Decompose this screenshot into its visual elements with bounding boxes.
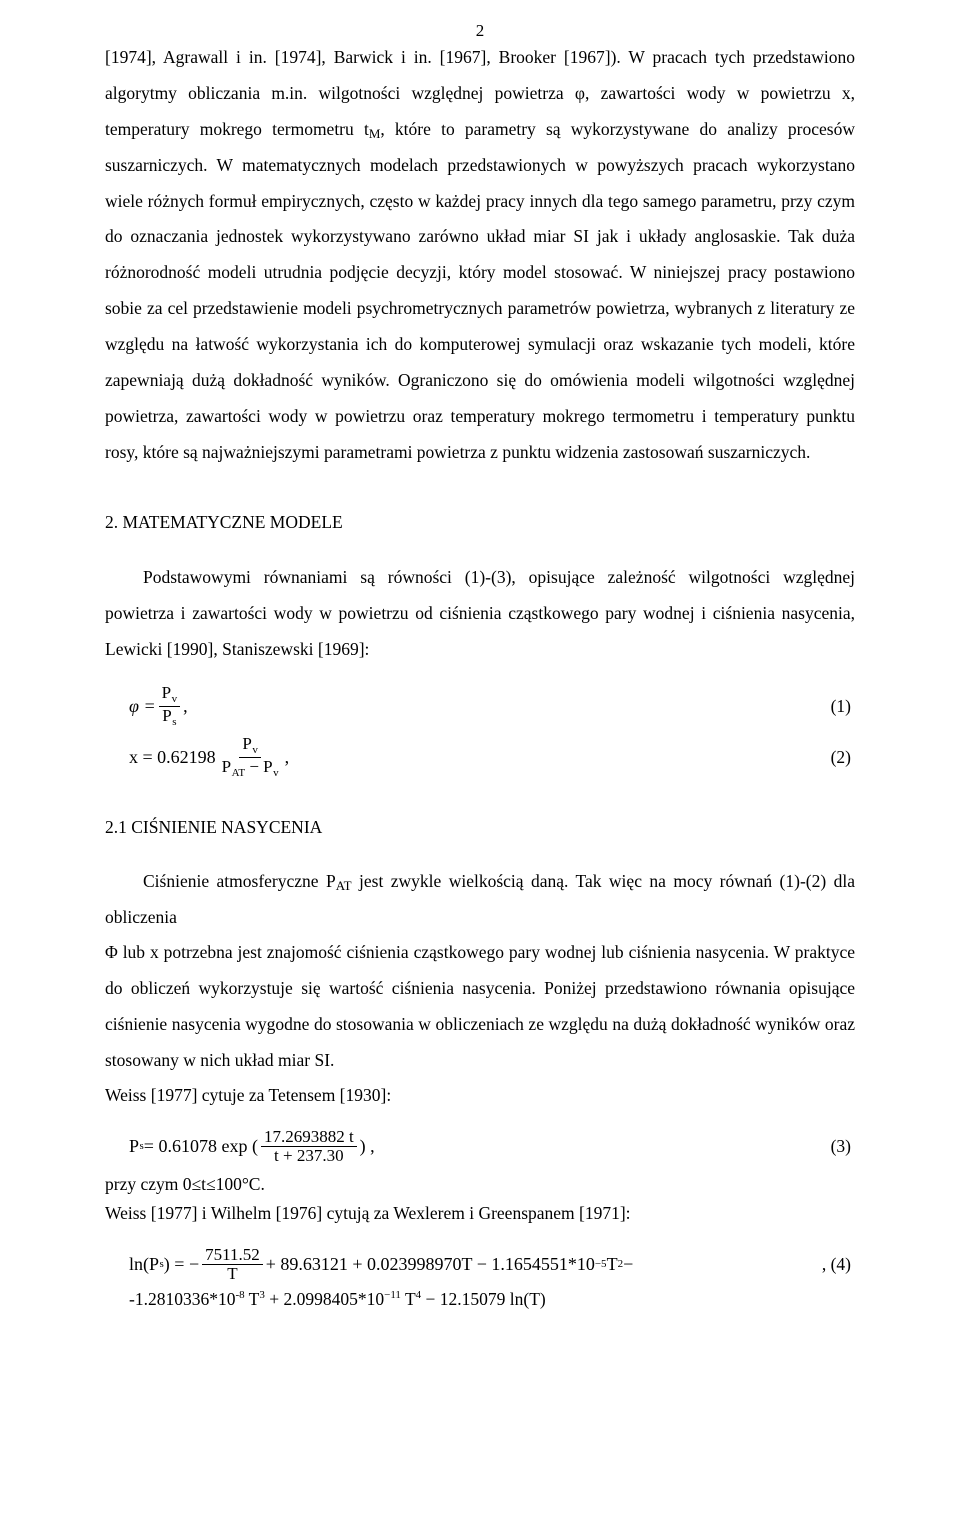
paragraph-3a: Ciśnienie atmosferyczne PAT jest zwykle … <box>105 864 855 936</box>
eq3-frac: 17.2693882 t t + 237.30 <box>261 1128 357 1165</box>
p1-tm-pre: termometru t <box>272 119 369 139</box>
eq1-num-sub: v <box>172 693 178 705</box>
eq4-frac: 7511.52 T <box>202 1246 263 1283</box>
heading-saturation: 2.1 CIŚNIENIE NASYCENIA <box>105 810 855 846</box>
paragraph-1: [1974], Agrawall i in. [1974], Barwick i… <box>105 40 855 471</box>
equation-4-line1: ln(Ps) = − 7511.52 T + 89.63121 + 0.0239… <box>129 1246 855 1283</box>
eq4-l2-a: -1.2810336*10 <box>129 1289 235 1309</box>
eq2-num-sub: v <box>252 744 258 756</box>
eq4-post-paren: ) = − <box>164 1255 199 1274</box>
eq2-den1-sub: AT <box>232 767 245 779</box>
eq3-psym: P <box>129 1137 139 1156</box>
eq4-l2-c-exp: −11 <box>384 1289 401 1301</box>
equation-3: Ps = 0.61078 exp ( 17.2693882 t t + 237.… <box>129 1128 855 1165</box>
weiss-wexler-line: Weiss [1977] i Wilhelm [1976] cytują za … <box>105 1197 855 1230</box>
eq4-tail1-minus: − <box>623 1255 633 1274</box>
eq3-den: t + 237.30 <box>271 1147 347 1165</box>
p3-a: Ciśnienie atmosferyczne P <box>143 871 336 891</box>
eq1-comma: , <box>183 697 188 716</box>
eq1-den-sub: s <box>172 716 176 728</box>
page-number: 2 <box>0 22 960 39</box>
eq4-psym: P <box>149 1255 159 1274</box>
eq4-l2-c: + 2.0998405*10 <box>265 1289 384 1309</box>
eq4-l2-a-exp: -8 <box>235 1289 244 1301</box>
equation-1: φ = Pv Ps , (1) <box>129 684 855 729</box>
eq3-condition: przy czym 0≤t≤100°C. <box>105 1171 855 1197</box>
eq4-l2-b: T <box>245 1289 260 1309</box>
eq1-ref: (1) <box>831 697 855 715</box>
eq3-ref: (3) <box>831 1137 855 1155</box>
eq2-den-sep: − <box>245 757 263 776</box>
eq4-tail1-exp: −5 <box>595 1259 607 1271</box>
eq2-num-sym: P <box>242 734 251 753</box>
eq1-num-sym: P <box>162 683 171 702</box>
paragraph-3b: Φ lub x potrzebna jest znajomość ciśnien… <box>105 935 855 1079</box>
eq2-ref: (2) <box>831 748 855 766</box>
p1-text-b: , które to parametry są wykorzystywane d… <box>105 119 855 462</box>
eq4-ref: , (4) <box>822 1255 855 1273</box>
eq2-den2-sym: P <box>263 757 272 776</box>
heading-models: 2. MATEMATYCZNE MODELE <box>105 505 855 541</box>
eq4-tail1-end: T <box>607 1255 618 1274</box>
eq2-frac: Pv PAT − Pv <box>219 735 282 780</box>
eq4-l2-e: − 12.15079 ln(T) <box>421 1289 546 1309</box>
eq1-frac: Pv Ps <box>159 684 180 729</box>
equation-2: x = 0.62198 Pv PAT − Pv , (2) <box>129 735 855 780</box>
eq2-den2-sub: v <box>273 767 279 779</box>
eq4-tail1: + 89.63121 + 0.023998970T − 1.1654551*10 <box>266 1255 595 1274</box>
eq2-lhs: x = 0.62198 <box>129 748 216 767</box>
eq3-pre: = 0.61078 exp ( <box>144 1137 258 1156</box>
paragraph-2: Podstawowymi równaniami są równości (1)-… <box>105 560 855 668</box>
weiss-tetens-line: Weiss [1977] cytuje za Tetensem [1930]: <box>105 1079 855 1112</box>
eq2-comma: , <box>285 748 290 767</box>
eq3-post: ) , <box>360 1137 375 1156</box>
eq4-l2-d: T <box>401 1289 416 1309</box>
equation-4-line2: -1.2810336*10-8 T3 + 2.0998405*10−11 T4 … <box>129 1287 855 1312</box>
p3-at-sub: AT <box>336 878 352 893</box>
eq4-ln-pre: ln( <box>129 1255 149 1274</box>
eq3-num: 17.2693882 t <box>261 1128 357 1147</box>
eq1-lhs: φ = <box>129 697 156 716</box>
eq4-frac-num: 7511.52 <box>202 1246 263 1265</box>
eq4-frac-den: T <box>224 1265 240 1283</box>
p1-tm-sub: M <box>369 126 381 141</box>
eq1-den-sym: P <box>162 706 171 725</box>
eq2-den1-sym: P <box>222 757 231 776</box>
